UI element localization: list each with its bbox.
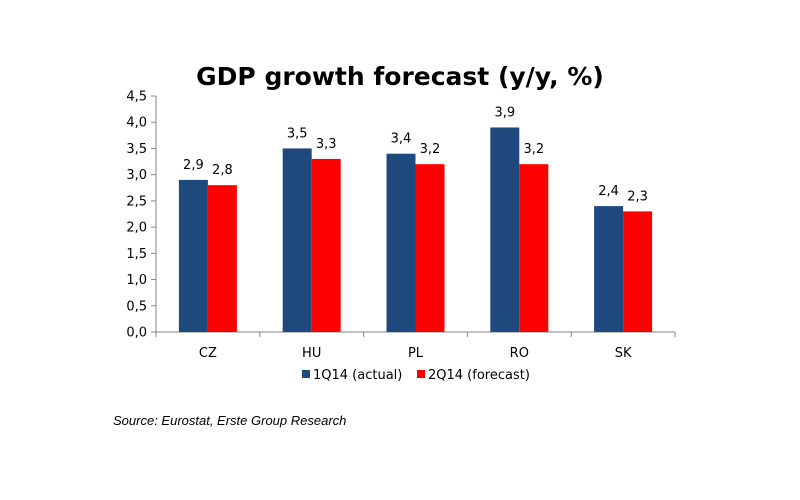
y-tick-label: 0,0 <box>126 326 147 341</box>
x-tick-label: CZ <box>199 346 217 361</box>
bar <box>519 164 549 332</box>
x-tick-label: RO <box>510 346 529 361</box>
data-label: 2,8 <box>212 163 233 178</box>
chart-title: GDP growth forecast (y/y, %) <box>196 62 604 91</box>
data-label: 2,4 <box>598 184 619 199</box>
bar <box>594 206 624 332</box>
data-label: 2,9 <box>183 158 204 173</box>
data-label: 3,2 <box>420 142 441 157</box>
y-tick-label: 1,0 <box>126 273 147 288</box>
legend-label: 2Q14 (forecast) <box>428 368 530 383</box>
data-label: 3,5 <box>287 126 308 141</box>
chart-data-labels: 2,9 3,5 3,4 3,9 2,4 2,8 3,3 3,2 3,2 2,3 <box>183 105 648 204</box>
chart-axes: 0,0 0,5 1,0 1,5 2,0 2,5 3,0 3,5 4,0 4,5 CZ HU PL RO SK <box>126 90 676 361</box>
y-tick-label: 1,5 <box>126 247 147 262</box>
bar <box>623 211 653 332</box>
y-tick-label: 2,5 <box>126 194 147 209</box>
bar <box>178 179 208 332</box>
y-tick-label: 4,5 <box>126 90 147 105</box>
x-tick-label: SK <box>615 346 632 361</box>
chart-bars <box>178 127 653 332</box>
chart: GDP growth forecast (y/y, %) 0,0 0,5 1,0 1,… <box>126 62 676 383</box>
bar <box>386 153 416 332</box>
data-label: 3,9 <box>494 105 515 120</box>
data-label: 3,4 <box>391 132 412 147</box>
y-tick-label: 3,0 <box>126 168 147 183</box>
legend-swatch <box>417 370 425 378</box>
bar <box>415 164 445 332</box>
legend-swatch <box>302 370 310 378</box>
y-tick-label: 3,5 <box>126 142 147 157</box>
x-tick-label: HU <box>302 346 321 361</box>
source-note: Source: Eurostat, Erste Group Research <box>113 413 347 428</box>
bar <box>207 185 237 332</box>
chart-legend: 1Q14 (actual) 2Q14 (forecast) <box>302 368 530 383</box>
data-label: 3,3 <box>316 137 337 152</box>
y-tick-label: 2,0 <box>126 221 147 236</box>
y-tick-label: 4,0 <box>126 116 147 131</box>
legend-label: 1Q14 (actual) <box>313 368 402 383</box>
bar <box>490 127 520 332</box>
y-tick-label: 0,5 <box>126 299 147 314</box>
data-label: 2,3 <box>627 189 648 204</box>
bar <box>311 158 341 332</box>
x-tick-label: PL <box>408 346 424 361</box>
data-label: 3,2 <box>523 142 544 157</box>
bar <box>282 148 312 332</box>
